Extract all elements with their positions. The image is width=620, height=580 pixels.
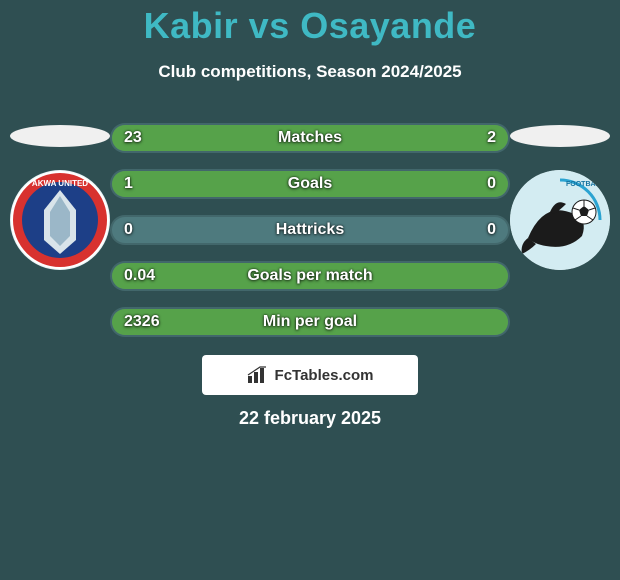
svg-text:AKWA UNITED: AKWA UNITED [32,179,88,188]
stat-bar-fill-right [476,125,508,151]
player-right-crest: FOOTBALL [510,170,610,270]
comparison-card: Kabir vs Osayande Club competitions, Sea… [0,0,620,580]
stat-bar [110,215,510,245]
watermark-text: FcTables.com [275,367,374,384]
stat-row: Min per goal2326 [110,307,510,337]
stat-bar [110,307,510,337]
watermark: FcTables.com [202,355,418,395]
stat-bars: Matches232 Goals10 Hattricks00 Goals per ma… [110,123,510,353]
crest-left-icon: AKWA UNITED [10,170,110,270]
stat-bar-fill-left [112,171,508,197]
player-right-head-ellipse [510,125,610,147]
date-line: 22 february 2025 [0,408,620,429]
stat-row: Goals10 [110,169,510,199]
stat-bar-fill-left [112,125,476,151]
stat-row: Matches232 [110,123,510,153]
stat-row: Goals per match0.04 [110,261,510,291]
svg-text:FOOTBALL: FOOTBALL [566,181,605,188]
page-title: Kabir vs Osayande [0,5,620,47]
page-subtitle: Club competitions, Season 2024/2025 [0,62,620,82]
stat-row: Hattricks00 [110,215,510,245]
player-left-crest: AKWA UNITED [10,170,110,270]
player-left-head-ellipse [10,125,110,147]
stat-bar [110,169,510,199]
stat-bar-fill-left [112,309,508,335]
bars-icon [247,366,269,384]
stat-bar [110,261,510,291]
stat-bar [110,123,510,153]
stat-bar-fill-left [112,263,508,289]
crest-right-icon: FOOTBALL [510,170,610,270]
